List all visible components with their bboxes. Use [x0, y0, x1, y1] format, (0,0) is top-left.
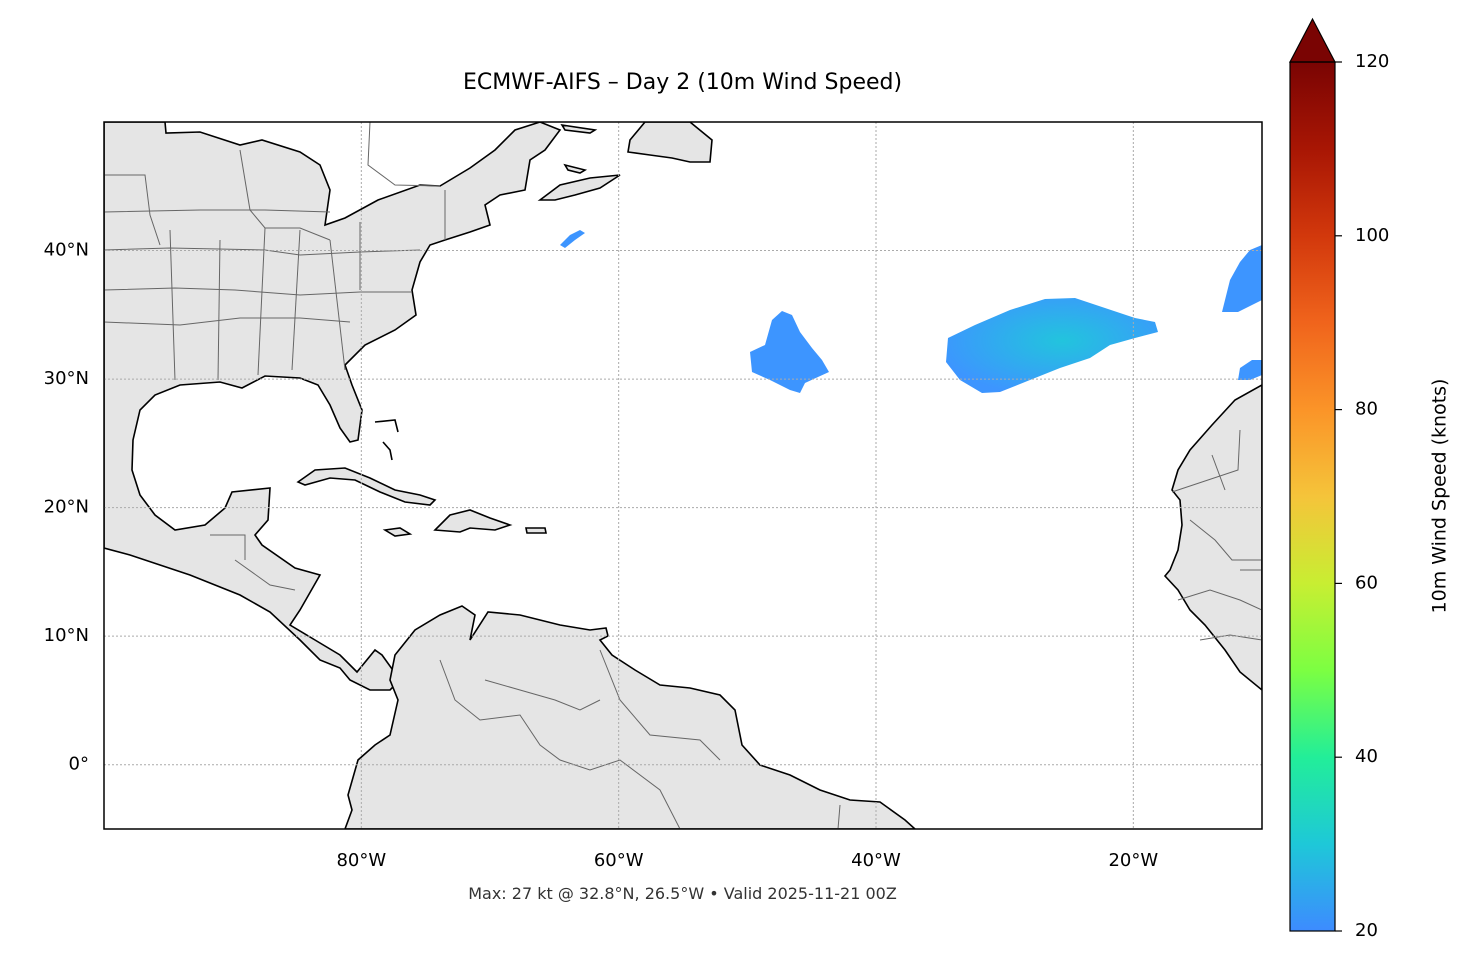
colorbar-tick-label: 100: [1355, 225, 1389, 246]
wind-blob-west: [750, 311, 829, 393]
wind-blob-east: [1222, 245, 1262, 312]
land-jamaica: [382, 527, 413, 537]
land-gulf-islands: [560, 123, 598, 174]
wind-blob-north-small: [560, 230, 585, 248]
colorbar-extend-arrow: [1289, 17, 1336, 63]
wind-blob-central: [946, 298, 1158, 393]
lat-tick-label: 0°: [69, 754, 89, 775]
colorbar-ticks: 120 100 80 60 40 20: [1335, 51, 1389, 941]
lat-tick-label: 10°N: [44, 625, 89, 646]
land-bahamas: [374, 419, 399, 461]
land-nova-scotia: [537, 174, 621, 201]
colorbar-tick-label: 60: [1355, 572, 1378, 593]
map-title: ECMWF-AIFS – Day 2 (10m Wind Speed): [462, 70, 903, 95]
lat-tick-label: 20°N: [44, 497, 89, 518]
land-africa: [1163, 384, 1262, 692]
colorbar-label: 10m Wind Speed (knots): [1429, 379, 1451, 614]
colorbar-tick-label: 120: [1355, 51, 1389, 72]
land-south-america: [344, 605, 917, 829]
colorbar-tick-label: 40: [1355, 746, 1378, 767]
land-cuba: [296, 467, 437, 506]
colorbar-frame: [1289, 61, 1336, 932]
land-newfoundland: [627, 122, 713, 163]
lon-tick-label: 40°W: [851, 850, 901, 871]
political-borders: [104, 122, 1262, 829]
footer-info: Max: 27 kt @ 32.8°N, 26.5°W • Valid 2025…: [468, 884, 897, 903]
colorbar: 120 100 80 60 40 20 10m Wind Speed (knots): [1289, 17, 1451, 941]
wind-speed-field: [560, 230, 1262, 393]
land-hispaniola: [433, 509, 513, 533]
lat-tick-label: 40°N: [44, 240, 89, 261]
longitude-tick-labels: 80°W 60°W 40°W 20°W: [336, 850, 1158, 871]
colorbar-ramp: [1290, 62, 1335, 931]
land-puerto-rico: [525, 527, 547, 534]
lat-tick-label: 30°N: [44, 368, 89, 389]
wind-blob-small-east: [1238, 360, 1262, 380]
map-panel: [104, 122, 1262, 829]
gridlines: [104, 122, 1262, 829]
lon-tick-label: 60°W: [594, 850, 644, 871]
map-frame: [103, 121, 1263, 830]
latitude-tick-labels: 40°N 30°N 20°N 10°N 0°: [44, 240, 89, 775]
lon-tick-label: 80°W: [336, 850, 386, 871]
lon-tick-label: 20°W: [1108, 850, 1158, 871]
colorbar-tick-label: 20: [1355, 920, 1378, 941]
colorbar-tick-label: 80: [1355, 399, 1378, 420]
